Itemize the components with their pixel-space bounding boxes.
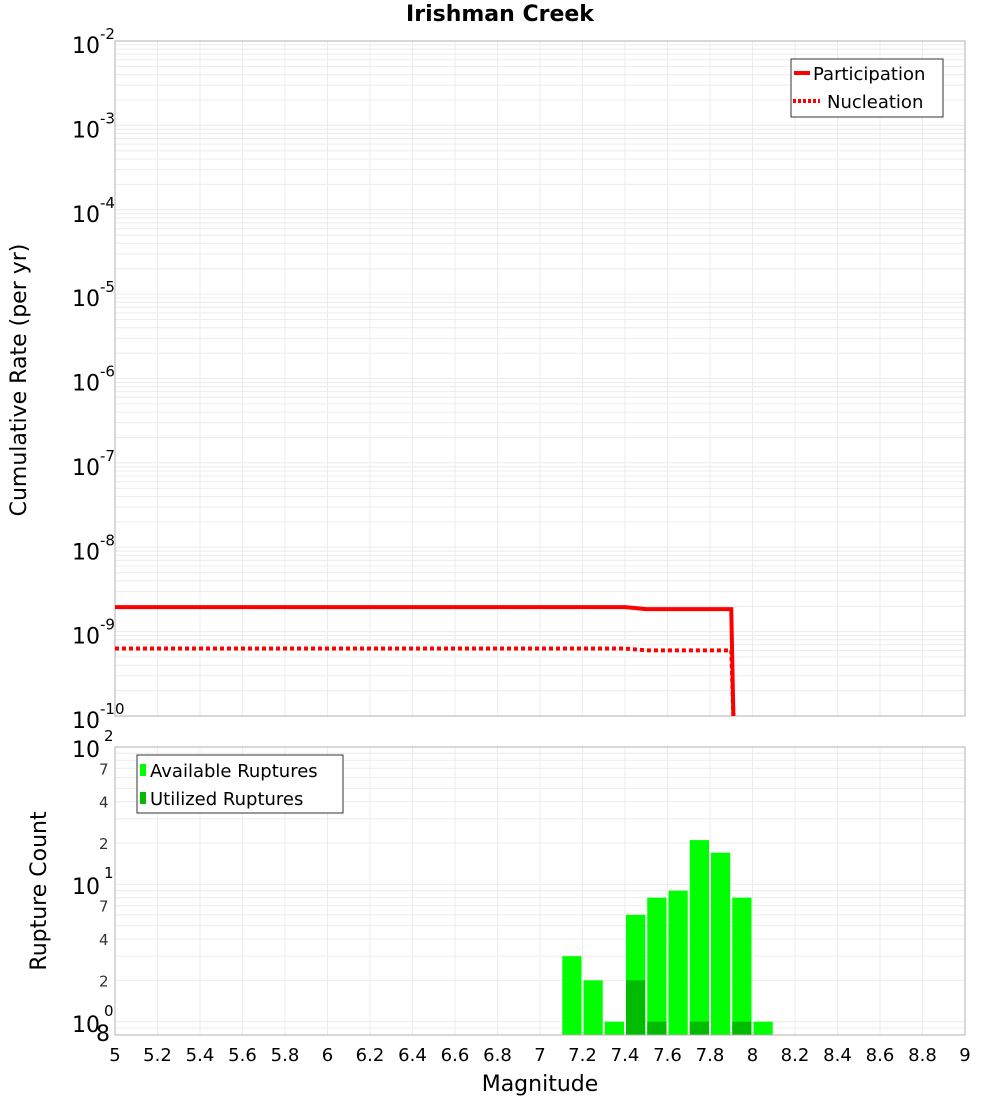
x-tick-label: 6.8 [483,1045,512,1066]
x-tick-label: 7 [534,1045,545,1066]
x-tick-label: 5.2 [143,1045,172,1066]
y-tick-label: 10-10 [72,700,125,734]
x-tick-label: 7.8 [696,1045,725,1066]
y-tick-label: 102 [72,727,114,763]
x-tick-label: 5.4 [186,1045,215,1066]
y-tick-label: 10-4 [72,194,115,228]
y-tick-label: 10-8 [72,531,115,565]
bar-utilized [689,1021,709,1035]
legend-swatch-icon [140,764,146,776]
legend-label: Nucleation [827,92,923,113]
y-minor-tick-label: 2 [99,972,109,990]
x-tick-label: 7.4 [611,1045,640,1066]
x-tick-label: 5.6 [228,1045,257,1066]
x-tick-label: 7.6 [653,1045,682,1066]
y-tick-label: 10-6 [72,363,115,397]
legend-swatch-icon [140,792,146,804]
x-tick-label: 8.4 [823,1045,852,1066]
top-y-axis-label: Cumulative Rate (per yr) [7,244,32,517]
bottom-y-axis-label: Rupture Count [27,811,52,971]
y-tick-label: 101 [72,864,114,900]
bar-available [647,897,667,1035]
y-tick-label: 10-3 [72,109,115,143]
y-tick-label: 10-7 [72,447,115,481]
legend-label: Utilized Ruptures [150,789,303,810]
bar-available [562,956,582,1035]
chart-title: Irishman Creek [406,2,594,27]
x-tick-label: 7.2 [568,1045,597,1066]
x-tick-label: 5.8 [271,1045,300,1066]
x-tick-label: 8.2 [781,1045,810,1066]
x-tick-label: 9 [959,1045,970,1066]
bottom-legend: Available Ruptures Utilized Ruptures [136,754,344,814]
x-tick-label: 8.8 [908,1045,937,1066]
x-axis-label: Magnitude [482,1072,599,1097]
top-legend: Participation Nucleation [790,58,944,118]
series-participation-line [115,605,736,717]
bar-available [732,897,752,1035]
y-minor-tick-label: 7 [99,898,109,916]
y-tick-label: 100 [72,1002,114,1038]
bar-available [753,1021,773,1035]
bar-utilized [626,980,646,1035]
top-chart: 10-2 10-3 10-4 10-5 10-6 10-7 10-8 10-9 10-10 Par… [7,25,966,734]
y-tick-label: 10-9 [72,616,115,650]
legend-label: Participation [813,64,925,85]
series-nucleation-line [115,646,736,717]
x-tick-label: 8.6 [866,1045,895,1066]
x-tick-label: 6.4 [398,1045,427,1066]
bar-available [604,1021,624,1035]
y-tick-label: 10-5 [72,278,115,312]
y-tick-label: 10-2 [72,25,115,59]
bar-available [583,980,603,1035]
y-minor-tick-label: 7 [99,760,109,778]
x-tick-label: 6 [322,1045,333,1066]
bottom-chart: 102 101 100 7 4 2 7 4 2 8 Available Ruptures Utiliz… [27,727,966,1047]
bar-available [711,852,731,1035]
x-tick-label: 6.6 [441,1045,470,1066]
x-tick-label: 5 [109,1045,120,1066]
y-minor-tick-label: 2 [99,835,109,853]
y-minor-tick-label: 4 [99,931,109,949]
bar-utilized [647,1021,667,1035]
legend-label: Available Ruptures [150,761,318,782]
x-tick-label: 8 [747,1045,758,1066]
bar-available [689,840,709,1035]
y-minor-tick-label: 4 [99,794,109,812]
bar-available [668,890,688,1035]
x-tick-label: 6.2 [356,1045,385,1066]
bar-utilized [732,1021,752,1035]
y-minor-tick-label: 8 [96,1022,110,1047]
